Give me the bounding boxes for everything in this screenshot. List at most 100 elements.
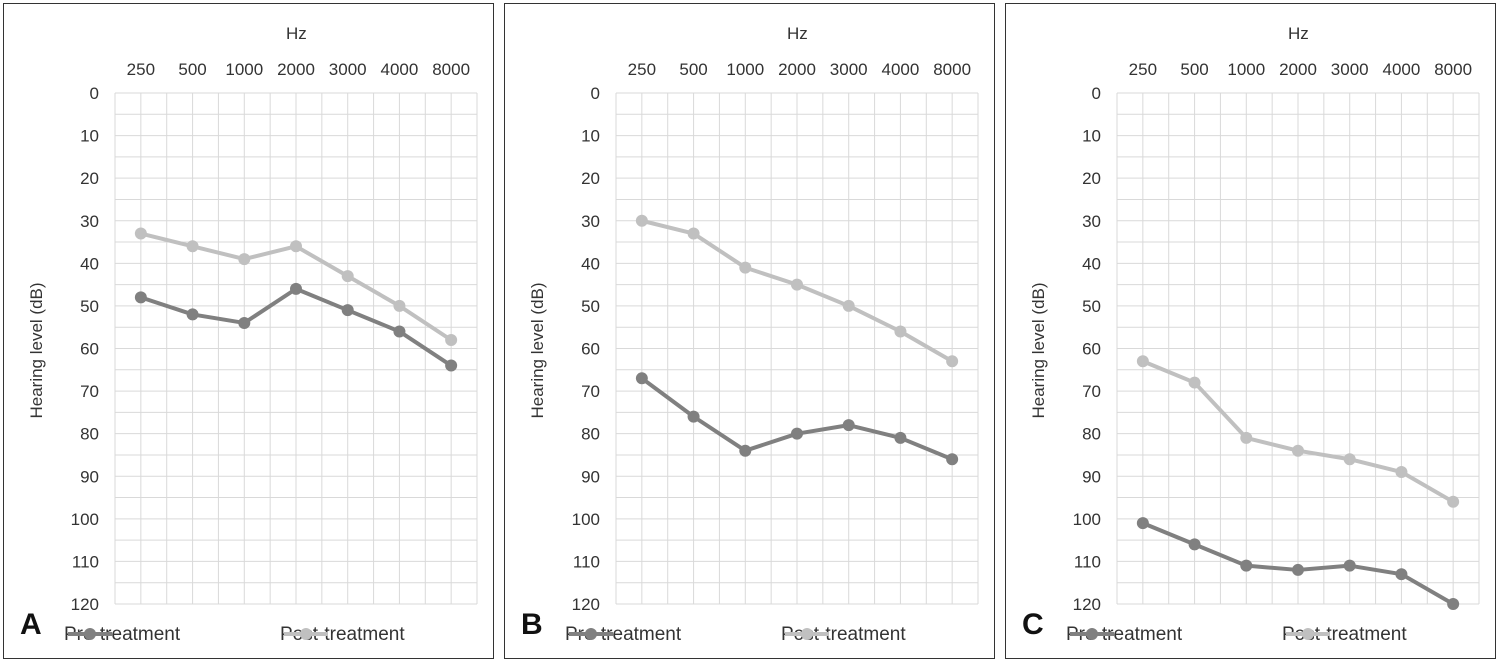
x-tick-label: 500 [1180,60,1208,79]
y-tick-label: 110 [1074,552,1101,571]
legend-marker [801,628,813,640]
chart-panel-a: Hz 0 10 20 30 40 50 60 70 80 90 100 110 120 250 500 100… [3,3,494,659]
data-point [842,419,855,432]
x-tick-label: 500 [178,60,206,79]
data-point [635,214,648,227]
y-tick-label: 110 [72,552,99,571]
x-tick-label: 250 [127,60,155,79]
y-tick-label: 80 [1082,425,1101,444]
y-axis-label: Hearing level (dB) [27,282,46,418]
data-point [134,291,147,304]
legend-marker [1086,628,1098,640]
data-point [1240,431,1253,444]
y-tick-label: 10 [80,127,99,146]
y-tick-label: 80 [80,425,99,444]
legend-label-post: Post-treatment [280,624,405,645]
x-tick-label: 4000 [882,60,920,79]
y-tick-label: 120 [572,595,600,614]
y-tick-label: 10 [1082,127,1101,146]
y-tick-label: 70 [581,382,600,401]
y-tick-label: 60 [581,340,600,359]
data-point [445,359,458,372]
y-tick-label: 100 [1073,510,1101,529]
y-tick-label: 30 [581,212,600,231]
y-tick-label: 100 [572,510,600,529]
x-axis-unit-label: Hz [286,24,307,43]
data-point [341,304,354,317]
data-point [791,427,803,440]
y-tick-label: 0 [90,84,99,103]
y-tick-label: 10 [581,127,600,146]
y-tick-label: 40 [80,254,99,273]
data-point [1188,538,1201,551]
y-tick-label: 0 [591,84,600,103]
y-tick-label: 40 [1082,254,1101,273]
x-tick-label: 3000 [1331,60,1369,79]
legend-label-post: Post-treatment [781,624,906,645]
series-post-treatment [635,214,959,368]
y-tick-label: 80 [581,425,600,444]
data-point [186,308,199,321]
data-point [186,240,199,253]
data-point [393,299,406,312]
x-tick-label: 1000 [1227,60,1265,79]
data-point [445,333,458,346]
legend: Pre-treatment Post-treatment [4,624,495,648]
legend-item-pre: Pre-treatment [565,624,681,646]
x-tick-label: 2000 [1279,60,1317,79]
legend-marker [84,628,96,640]
y-tick-label: 100 [71,510,99,529]
audiogram-plot-a: 0 10 20 30 40 50 60 70 80 90 100 110 120 250 500 1000 20… [27,60,478,614]
x-tick-label: 3000 [830,60,868,79]
legend-marker [585,628,597,640]
x-axis-unit-label: Hz [1288,24,1309,43]
legend-item-post: Post-treatment [1282,624,1407,646]
y-tick-label: 90 [581,467,600,486]
data-point [341,270,354,283]
panel-letter: C [1022,608,1044,641]
y-axis-label: Hearing level (dB) [1029,282,1048,418]
x-tick-label: 1000 [225,60,263,79]
legend-swatch-post [1286,628,1330,640]
x-tick-label: 250 [628,60,656,79]
data-point [1240,559,1253,572]
y-tick-label: 50 [80,297,99,316]
y-tick-label: 50 [1082,297,1101,316]
legend-swatch-post [785,628,829,640]
y-tick-label: 70 [80,382,99,401]
data-point [739,261,752,274]
y-tick-label: 120 [71,595,99,614]
data-point [1136,517,1149,530]
y-tick-label: 60 [80,340,99,359]
x-tick-label: 250 [1129,60,1157,79]
x-tick-label: 4000 [1383,60,1421,79]
x-tick-label: 4000 [381,60,419,79]
panel-letter: B [521,608,543,641]
data-point [842,299,855,312]
y-tick-label: 20 [581,169,600,188]
y-tick-label: 90 [1082,467,1101,486]
y-tick-label: 50 [581,297,600,316]
grid [1116,92,1480,605]
data-point [687,227,700,240]
legend-swatch-post [284,628,328,640]
data-point [1447,598,1460,610]
data-point [238,316,251,329]
chart-panel-b: Hz 0 10 20 30 40 50 60 70 80 90 100 110 120 250 500 100… [504,3,995,659]
data-point [635,372,648,385]
data-point [238,253,251,266]
data-point [1188,376,1201,389]
data-point [1292,563,1304,576]
data-point [791,278,803,291]
y-tick-label: 30 [1082,212,1101,231]
legend-item-pre: Pre-treatment [64,624,180,646]
legend-item-post: Post-treatment [781,624,906,646]
legend-label-post: Post-treatment [1282,624,1407,645]
data-point [1395,465,1408,478]
data-point [1343,559,1356,572]
data-point [290,282,302,295]
legend-swatch-pre [569,628,613,640]
x-tick-label: 500 [679,60,707,79]
x-tick-label: 8000 [933,60,971,79]
series-post-treatment [134,227,458,346]
